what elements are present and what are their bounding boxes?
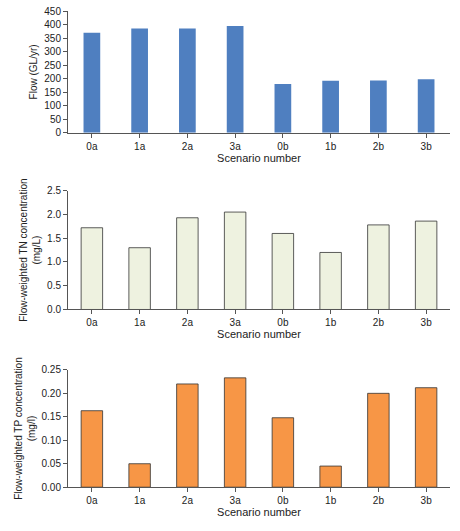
svg-text:1a: 1a: [134, 317, 146, 328]
svg-text:1.0: 1.0: [47, 256, 61, 267]
svg-text:3a: 3a: [230, 141, 242, 152]
svg-text:0b: 0b: [277, 495, 289, 506]
svg-text:350: 350: [44, 33, 61, 44]
svg-text:0.20: 0.20: [42, 388, 62, 399]
svg-text:1b: 1b: [325, 495, 337, 506]
svg-text:0.25: 0.25: [42, 364, 62, 375]
svg-text:Flow-weighted TN concentration: Flow-weighted TN concentration(mg/L): [18, 178, 42, 321]
svg-text:0a: 0a: [86, 141, 98, 152]
svg-text:2b: 2b: [373, 495, 385, 506]
svg-text:3b: 3b: [421, 317, 433, 328]
svg-text:50: 50: [50, 114, 62, 125]
svg-text:3a: 3a: [230, 495, 242, 506]
svg-text:1b: 1b: [325, 317, 337, 328]
svg-text:0.0: 0.0: [47, 304, 61, 315]
svg-text:400: 400: [44, 19, 61, 30]
svg-text:250: 250: [44, 60, 61, 71]
svg-text:2.5: 2.5: [47, 185, 61, 196]
svg-text:0.10: 0.10: [42, 435, 62, 446]
svg-text:2a: 2a: [182, 317, 194, 328]
svg-text:0.5: 0.5: [47, 280, 61, 291]
svg-text:100: 100: [44, 100, 61, 111]
svg-text:300: 300: [44, 46, 61, 57]
svg-text:0.00: 0.00: [42, 482, 62, 493]
svg-text:0.05: 0.05: [42, 458, 62, 469]
svg-text:2.0: 2.0: [47, 209, 61, 220]
svg-text:0b: 0b: [277, 317, 289, 328]
svg-text:3b: 3b: [421, 141, 433, 152]
svg-text:150: 150: [44, 87, 61, 98]
svg-text:Flow (GL/yr): Flow (GL/yr): [28, 44, 39, 99]
svg-text:Scenario number: Scenario number: [217, 328, 301, 340]
svg-text:0.15: 0.15: [42, 411, 62, 422]
svg-text:Scenario number: Scenario number: [217, 152, 301, 164]
svg-text:3a: 3a: [230, 317, 242, 328]
svg-text:2a: 2a: [182, 141, 194, 152]
svg-text:1b: 1b: [325, 141, 337, 152]
svg-text:3b: 3b: [421, 495, 433, 506]
svg-text:Scenario number: Scenario number: [217, 506, 301, 518]
svg-text:450: 450: [44, 6, 61, 17]
svg-text:0: 0: [55, 127, 61, 138]
svg-text:0a: 0a: [86, 495, 98, 506]
svg-text:Flow-weighted TP concentration: Flow-weighted TP concentration(mg/l): [13, 357, 37, 500]
svg-text:2b: 2b: [373, 317, 385, 328]
svg-text:0b: 0b: [277, 141, 289, 152]
svg-text:1a: 1a: [134, 141, 146, 152]
svg-text:2b: 2b: [373, 141, 385, 152]
svg-text:2a: 2a: [182, 495, 194, 506]
svg-text:0a: 0a: [86, 317, 98, 328]
svg-text:1a: 1a: [134, 495, 146, 506]
svg-text:200: 200: [44, 73, 61, 84]
svg-text:1.5: 1.5: [47, 233, 61, 244]
